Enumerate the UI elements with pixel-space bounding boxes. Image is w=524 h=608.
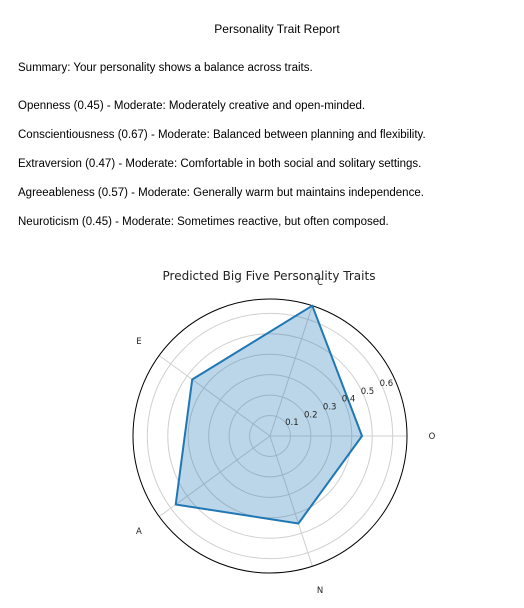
grid-spoke <box>158 355 271 437</box>
polar-frame <box>132 298 408 574</box>
grid-spoke <box>269 305 313 437</box>
radial-tick-label: 0.3 <box>323 403 337 413</box>
series-fill <box>175 305 362 524</box>
trait-neuroticism: Neuroticism (0.45) - Moderate: Sometimes… <box>18 216 389 228</box>
trait-extraversion: Extraversion (0.47) - Moderate: Comforta… <box>18 158 422 170</box>
radial-tick-label: 0.5 <box>361 387 375 397</box>
trait-agreeableness: Agreeableness (0.57) - Moderate: General… <box>18 187 424 199</box>
radial-tick-label: 0.2 <box>304 410 318 420</box>
chart-title: Predicted Big Five Personality Traits <box>163 269 376 283</box>
axis-label-n: N <box>317 586 323 596</box>
series-line <box>174 304 363 525</box>
radial-tick-label: 0.4 <box>342 395 356 405</box>
trait-conscientiousness: Conscientiousness (0.67) - Moderate: Bal… <box>18 129 426 141</box>
axis-label-e: E <box>136 337 141 347</box>
grid-spoke <box>158 435 271 517</box>
radial-tick-label: 0.6 <box>380 379 394 389</box>
grid-spoke <box>269 435 313 567</box>
radial-tick-label: 0.1 <box>285 418 299 428</box>
trait-openness: Openness (0.45) - Moderate: Moderately c… <box>18 100 366 112</box>
axis-label-c: C <box>317 278 323 288</box>
report-title: Personality Trait Report <box>214 22 340 36</box>
summary-text: Summary: Your personality shows a balanc… <box>18 62 313 74</box>
axis-label-o: O <box>429 432 436 442</box>
axis-label-a: A <box>136 527 142 537</box>
